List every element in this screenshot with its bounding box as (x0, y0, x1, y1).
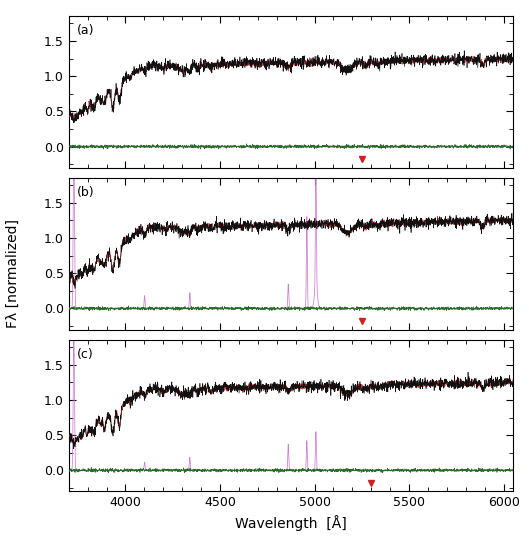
Text: (a): (a) (77, 24, 94, 37)
Text: (b): (b) (77, 186, 94, 199)
Text: (c): (c) (77, 348, 94, 361)
Text: Fλ [normalized]: Fλ [normalized] (6, 218, 20, 328)
X-axis label: Wavelength  [Å]: Wavelength [Å] (235, 515, 347, 531)
